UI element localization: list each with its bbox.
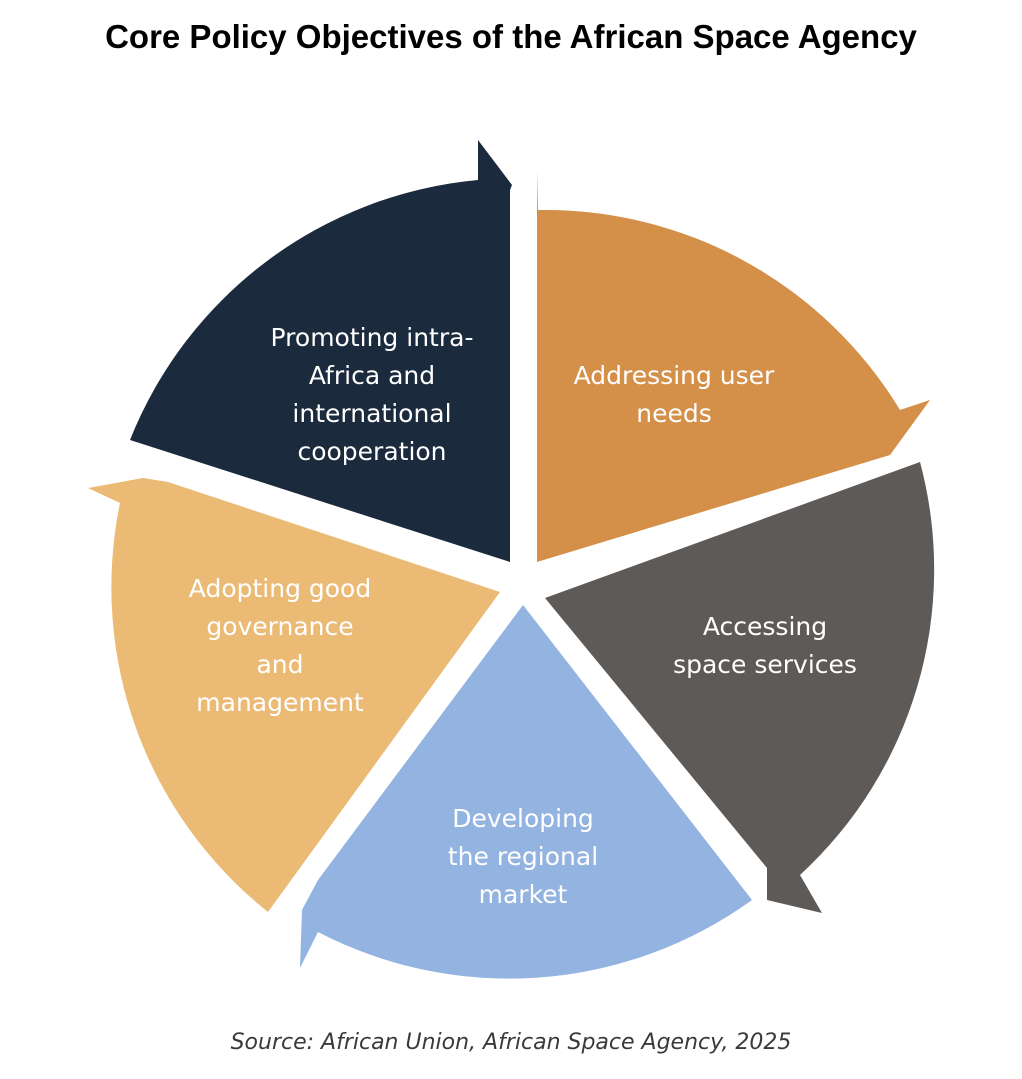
segment-label-developing-regional-market: Developing the regional market — [448, 804, 598, 909]
segment-addressing-user-needs: Addressing user needs — [537, 170, 930, 562]
segment-label-promoting-cooperation: Promoting intra- Africa and international c… — [271, 323, 474, 466]
diagram-title: Core Policy Objectives of the African Sp… — [105, 18, 917, 55]
segment-label-line: management — [196, 688, 364, 717]
segment-adopting-good-governance: Adopting good governance and management — [88, 478, 500, 912]
segment-label-line: the regional — [448, 842, 598, 871]
segment-label-accessing-space-services: Accessing space services — [673, 612, 857, 679]
segment-label-line: and — [256, 650, 303, 679]
source-note: Source: African Union, African Space Age… — [230, 1030, 792, 1055]
segment-accessing-space-services: Accessing space services — [545, 462, 935, 913]
segment-label-line: Developing — [452, 804, 594, 833]
segment-promoting-cooperation: Promoting intra- Africa and international c… — [130, 140, 512, 562]
segment-label-addressing-user-needs: Addressing user needs — [574, 361, 775, 428]
segment-shape-developing-regional-market — [300, 605, 752, 979]
segment-shape-promoting-cooperation — [130, 140, 512, 562]
segment-shape-adopting-good-governance — [88, 478, 500, 912]
segment-label-line: cooperation — [297, 437, 446, 466]
segment-shape-addressing-user-needs — [537, 170, 930, 562]
segment-developing-regional-market: Developing the regional market — [300, 605, 752, 979]
segment-label-line: governance — [206, 612, 353, 641]
segment-shape-accessing-space-services — [545, 462, 935, 913]
segment-label-line: Accessing — [703, 612, 827, 641]
segment-label-line: Promoting intra- — [271, 323, 474, 352]
segment-label-line: market — [479, 880, 568, 909]
segment-label-line: Addressing user — [574, 361, 775, 390]
segment-label-line: Africa and — [309, 361, 435, 390]
segment-label-line: space services — [673, 650, 857, 679]
segment-label-adopting-good-governance: Adopting good governance and management — [189, 574, 371, 717]
segment-label-line: needs — [636, 399, 712, 428]
segment-label-line: international — [292, 399, 451, 428]
segment-label-line: Adopting good — [189, 574, 371, 603]
